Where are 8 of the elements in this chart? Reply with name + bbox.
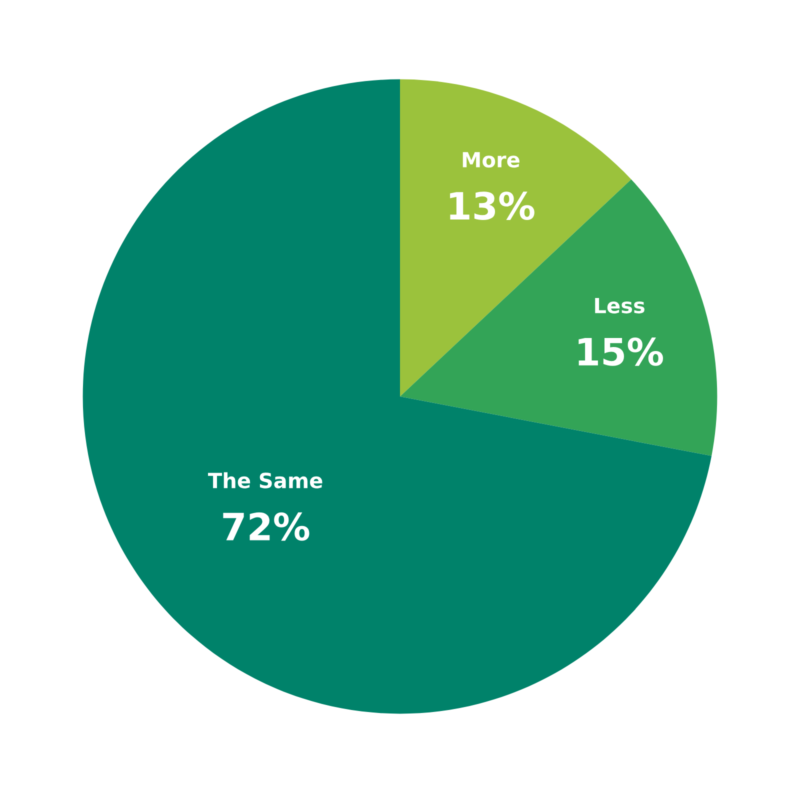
data-label: 15% [578, 338, 663, 366]
pie-slice [400, 179, 718, 456]
slice-label: The Same [208, 472, 322, 488]
slice-label: More [462, 152, 520, 168]
slice-label: Less [595, 298, 644, 314]
pie-slice [82, 79, 712, 714]
data-label: 13% [450, 192, 534, 220]
data-label: 72% [223, 512, 310, 541]
